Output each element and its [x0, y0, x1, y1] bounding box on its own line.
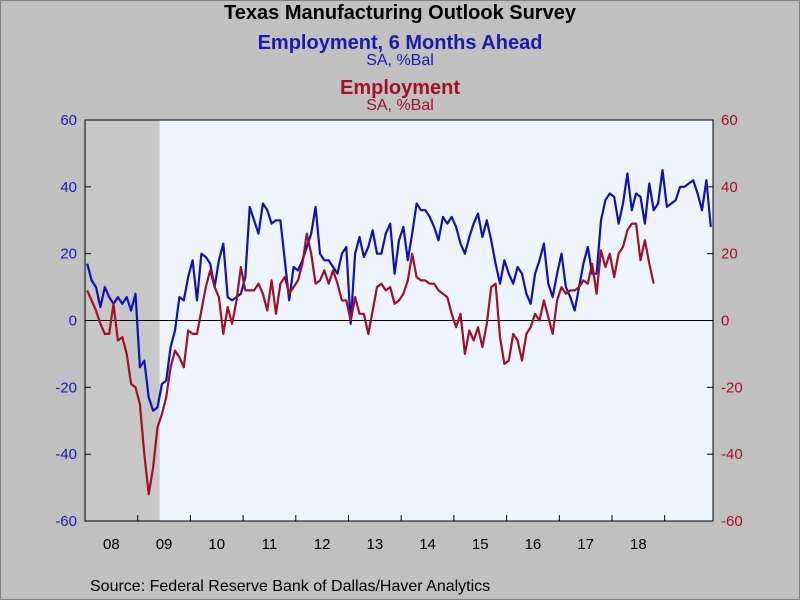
- x-tick-label: 18: [630, 536, 647, 553]
- y-right-tick-label: 20: [721, 246, 738, 263]
- x-tick-label: 15: [472, 536, 489, 553]
- y-left-tick-label: 60: [60, 112, 77, 129]
- source-note: Source: Federal Reserve Bank of Dallas/H…: [90, 578, 491, 595]
- series-2-label: Employment: [339, 77, 461, 99]
- y-right-tick-label: -20: [721, 379, 743, 396]
- y-left-tick-label: 20: [60, 246, 77, 263]
- y-right-tick-label: -60: [721, 513, 743, 530]
- y-right-tick-label: -40: [721, 446, 743, 463]
- x-tick-label: 11: [262, 536, 278, 553]
- y-left-tick-label: 40: [60, 179, 77, 196]
- x-tick-label: 17: [577, 536, 594, 553]
- x-tick-label: 13: [367, 536, 384, 553]
- x-tick-label: 10: [208, 536, 225, 553]
- x-tick-label: 12: [314, 536, 331, 553]
- y-left-tick-label: 0: [69, 313, 77, 330]
- y-left-tick-label: -60: [55, 513, 77, 530]
- x-tick-label: 16: [525, 536, 542, 553]
- chart-title: Texas Manufacturing Outlook Survey: [224, 2, 576, 24]
- series-1-label: Employment, 6 Months Ahead: [257, 32, 543, 54]
- x-tick-label: 14: [419, 536, 436, 553]
- y-right-tick-label: 0: [721, 313, 729, 330]
- series-2-unit: SA, %Bal: [366, 97, 434, 114]
- series-line-2: [86, 222, 655, 496]
- y-right-tick-label: 40: [721, 179, 738, 196]
- series-line-1: [86, 169, 712, 412]
- y-left-tick-label: -20: [55, 379, 77, 396]
- y-right-tick-label: 60: [721, 112, 738, 129]
- series-1-unit: SA, %Bal: [366, 52, 434, 69]
- x-tick-label: 08: [103, 536, 120, 553]
- y-left-tick-label: -40: [55, 446, 77, 463]
- x-tick-label: 09: [156, 536, 173, 553]
